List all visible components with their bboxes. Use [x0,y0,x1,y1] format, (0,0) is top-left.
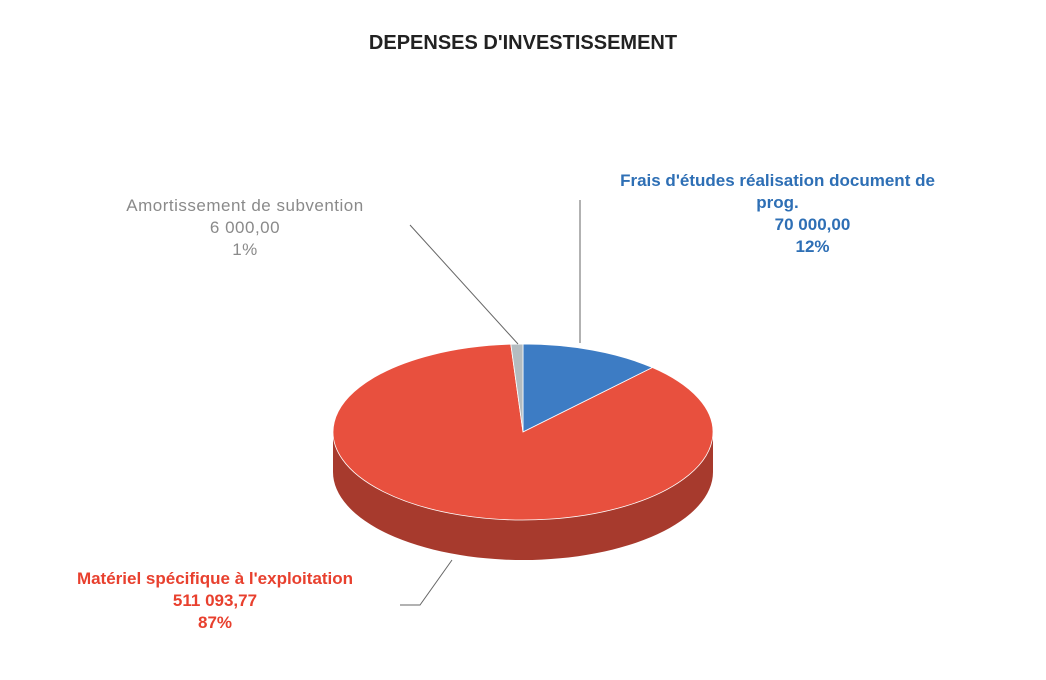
pie [332,343,714,560]
category-label: Matériel spécifique à l'exploitation [76,569,354,588]
percent-label: 12% [795,237,830,256]
value-label: 511 093,77 [172,591,258,610]
chart-title: DEPENSES D'INVESTISSEMENT [368,32,678,54]
slice [522,343,654,433]
slice [510,343,524,433]
slice-side [333,432,713,560]
data-label: Matériel spécifique à l'exploitation 511… [30,568,400,634]
data-label: Frais d'études réalisation document de p… [595,170,1030,258]
data-label: Amortissement de subvention 6 000,00 1% [60,195,430,261]
category-label: Frais d'études réalisation document de p… [620,171,935,212]
category-label: Amortissement de subvention [126,196,364,215]
percent-label: 87% [197,613,233,632]
value-label: 6 000,00 [209,218,281,237]
slice [332,343,714,521]
leader-line [400,559,453,606]
value-label: 70 000,00 [774,215,851,234]
leader-line [409,224,519,345]
percent-label: 1% [232,240,258,259]
